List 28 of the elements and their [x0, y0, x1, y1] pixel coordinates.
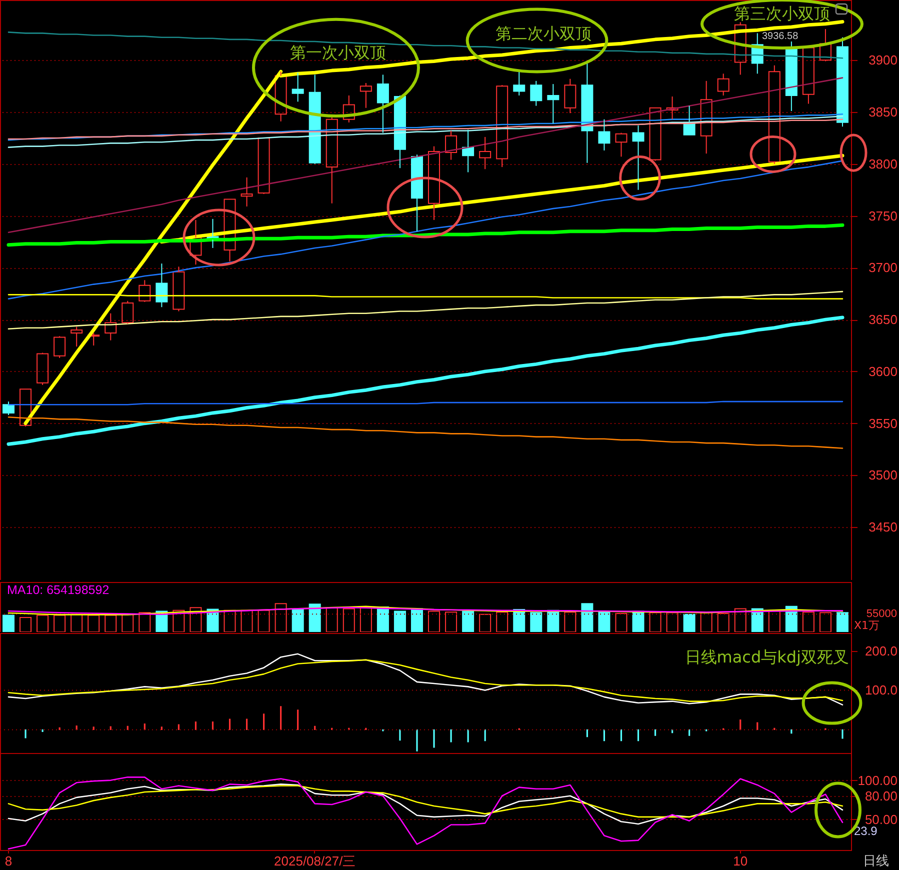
y-tick-label: 50.00 — [864, 812, 898, 827]
y-tick-label: 3450 — [868, 520, 898, 535]
annotation: 第一次小双顶 — [290, 43, 386, 62]
annotation: 第二次小双顶 — [496, 24, 592, 43]
y-tick-label: 3600 — [868, 364, 898, 379]
y-tick-label: 100.00 — [858, 772, 898, 788]
y-tick-label: 3650 — [868, 312, 898, 328]
text: X1万 — [854, 619, 880, 632]
y-tick-label: 3850 — [868, 104, 898, 120]
y-tick-label: 3700 — [868, 260, 898, 276]
text: 55000 — [866, 608, 897, 620]
y-tick-label: 200.0 — [864, 643, 898, 658]
y-tick-label: 3550 — [868, 416, 898, 431]
annotation: 3936.58 — [762, 31, 799, 42]
y-tick-label: 3750 — [868, 208, 898, 224]
x-tick-label: 8 — [4, 854, 12, 868]
y-tick-label: 3800 — [868, 156, 898, 172]
text: 23.9 — [854, 824, 878, 838]
x-tick-label: 2025/08/27/三 — [274, 854, 356, 868]
x-tick-label: 10 — [733, 854, 748, 868]
annotation: 日线macd与kdj双死叉 — [684, 648, 849, 666]
y-tick-label: 100.0 — [864, 682, 898, 698]
series-label: MA10: 654198592 — [7, 583, 110, 597]
y-tick-label: 80.00 — [864, 788, 898, 804]
y-tick-label: 3500 — [868, 468, 898, 483]
y-tick-label: 3900 — [868, 52, 898, 68]
text: 日线 — [863, 854, 889, 869]
annotation: 第三次小双顶 — [734, 4, 830, 23]
